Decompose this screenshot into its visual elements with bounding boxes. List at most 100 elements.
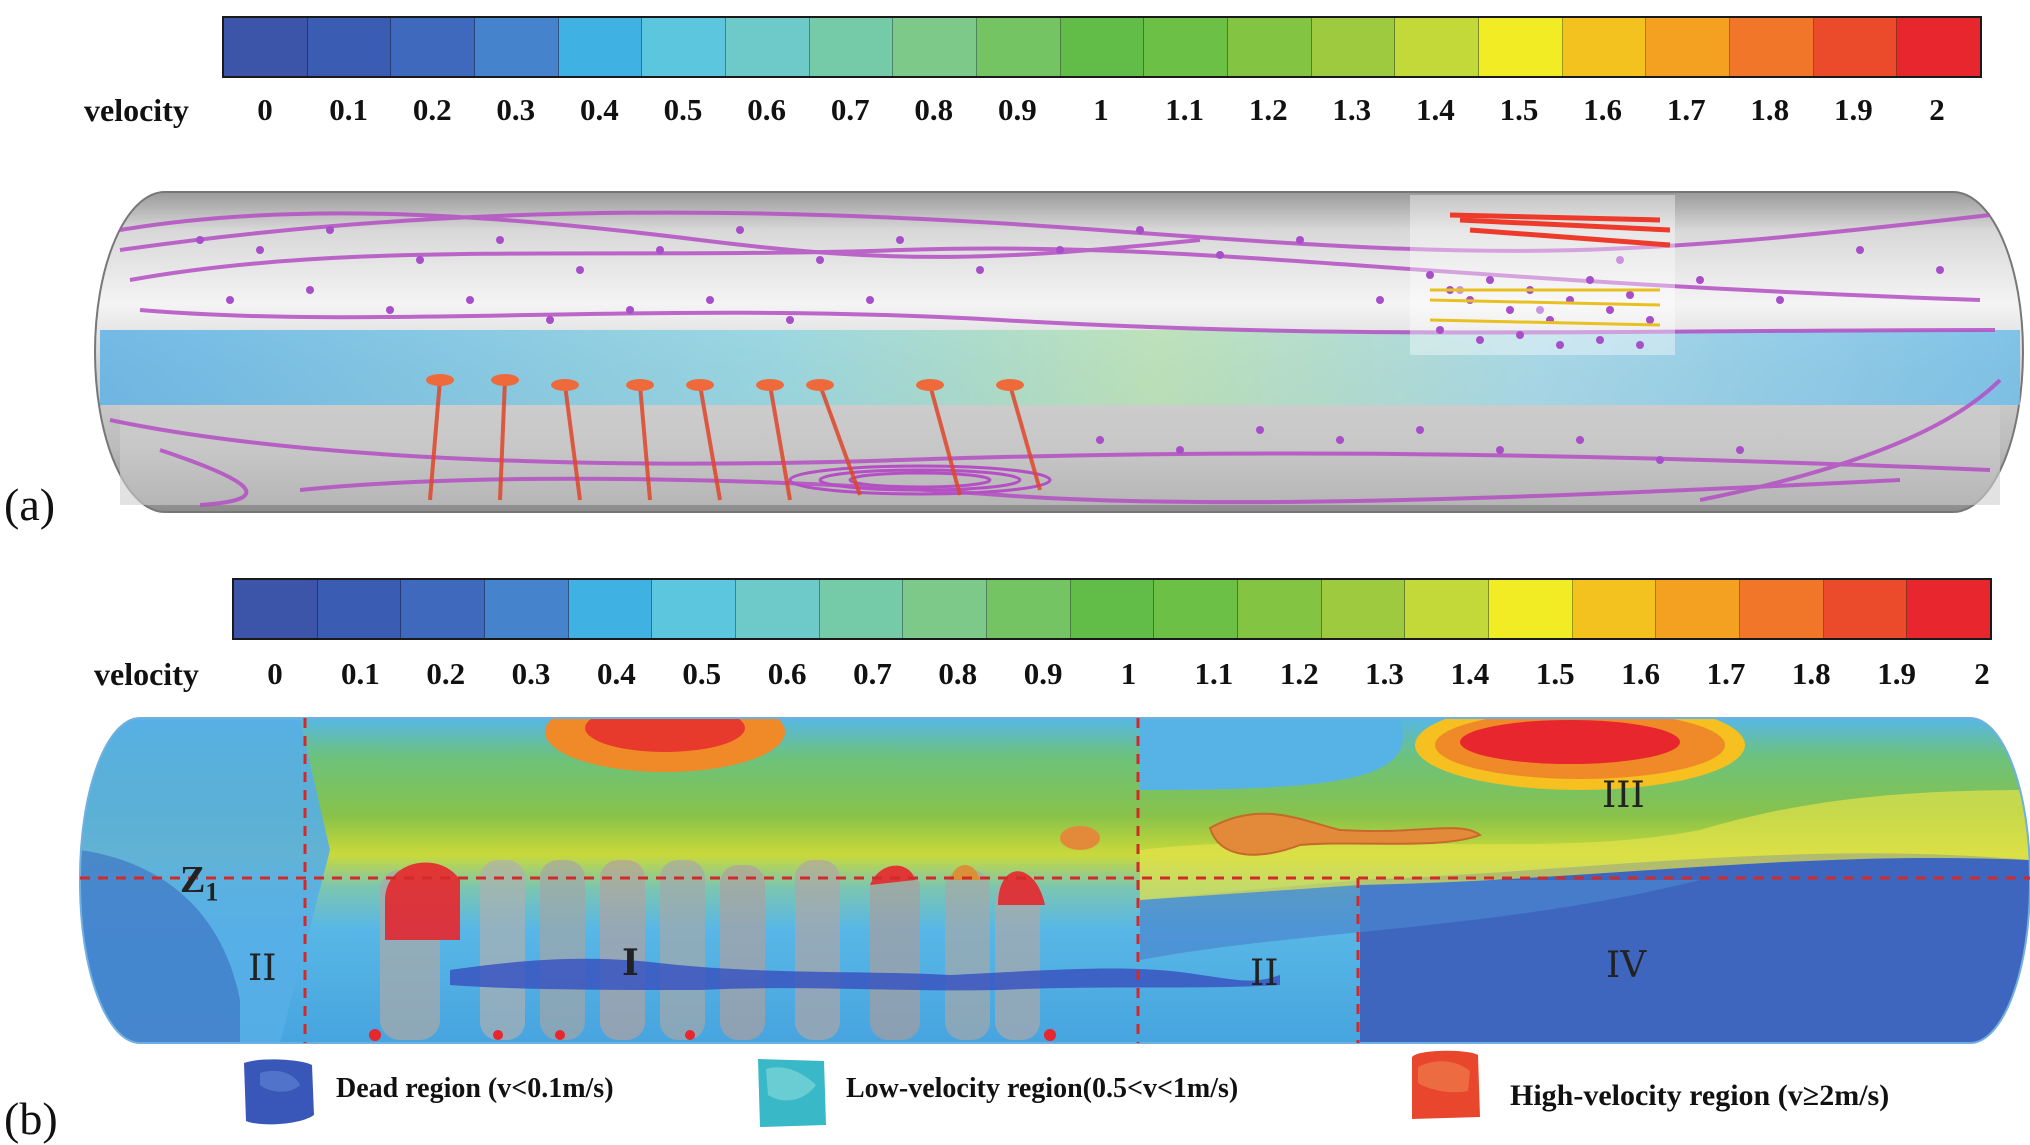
colorbar-segment <box>1070 580 1155 638</box>
colorbar-segment <box>987 580 1071 638</box>
colorbar-tick-label: 1.2 <box>1279 656 1319 691</box>
region-III-label: III <box>1602 775 1645 816</box>
colorbar-tick-label: 0.8 <box>938 656 978 691</box>
colorbar-segment <box>1479 18 1563 76</box>
colorbar-segment <box>317 580 402 638</box>
colorbar-tick-label: 0.3 <box>496 92 536 127</box>
colorbar-segment <box>736 580 820 638</box>
colorbar-tick-label: 0.8 <box>914 92 954 127</box>
colorbar-segment <box>809 18 894 76</box>
colorbar-segment <box>819 580 904 638</box>
colorbar-tick-label: 0.2 <box>412 92 452 127</box>
region-II-right-label: II <box>1250 953 1279 994</box>
colorbar-tick-label: 1.1 <box>1194 656 1234 691</box>
colorbar-tick-label: 2 <box>1974 656 1990 691</box>
region-II-left-label: II <box>248 948 277 989</box>
colorbar-tick-label: 0 <box>257 92 273 127</box>
velocity-colorbar-a <box>222 16 1982 78</box>
colorbar-segment <box>1405 580 1490 638</box>
colorbar-segment <box>1730 18 1814 76</box>
dead-region-swatch <box>244 1059 314 1125</box>
colorbar-tick-label: 0.2 <box>426 656 466 691</box>
colorbar-segment <box>1646 18 1731 76</box>
colorbar-tick-label: 2 <box>1929 92 1945 127</box>
colorbar-tick-label: 0.6 <box>767 656 807 691</box>
colorbar-tick-label: 0.5 <box>663 92 703 127</box>
legend-low-velocity-region: Low-velocity region(0.5<v<1m/s) <box>846 1073 1239 1104</box>
region-I-label: I <box>622 942 639 984</box>
colorbar-segment <box>1395 18 1480 76</box>
colorbar-tick-label: 1.2 <box>1248 92 1288 127</box>
colorbar-tick-label: 0.7 <box>853 656 892 691</box>
colorbar-segment <box>485 580 569 638</box>
colorbar-tick-label: 1.4 <box>1416 92 1455 127</box>
colorbar-segment <box>1907 580 1991 638</box>
colorbar-segment <box>1572 580 1657 638</box>
colorbar-tick-label: 0.3 <box>511 656 551 691</box>
colorbar-ticks-b: 0 0.1 0.2 0.3 0.4 0.5 0.6 0.7 0.8 0.9 1 1.1 1.2 1.3 1.… <box>10 656 2030 696</box>
colorbar-segment <box>234 580 318 638</box>
colorbar-segment <box>977 18 1061 76</box>
colorbar-tick-label: 0 <box>267 656 283 691</box>
colorbar-segment <box>1562 18 1647 76</box>
colorbar-tick-label: 1.1 <box>1165 92 1204 127</box>
colorbar-tick-label: 0.6 <box>747 92 786 127</box>
colorbar-segment <box>224 18 308 76</box>
colorbar-segment <box>1144 18 1229 76</box>
colorbar-tick-label: 1 <box>1120 656 1137 691</box>
colorbar-tick-label: 1.6 <box>1583 92 1622 127</box>
colorbar-tick-label: 1.7 <box>1706 656 1746 691</box>
colorbar-segment <box>642 18 727 76</box>
colorbar-segment <box>401 580 486 638</box>
colorbar-tick-label: 0.5 <box>682 656 722 691</box>
colorbar-segment <box>1740 580 1824 638</box>
colorbar-tick-label: 1.3 <box>1365 656 1404 691</box>
colorbar-tick-label: 0.4 <box>580 92 619 127</box>
colorbar-segment <box>1154 580 1239 638</box>
colorbar-tick-label: 1.8 <box>1791 656 1831 691</box>
colorbar-tick-label: 1.7 <box>1666 92 1706 127</box>
colorbar-ticks-a: 0 0.1 0.2 0.3 0.4 0.5 0.6 0.7 0.8 0.9 1 1.1 1.2 1.3 1.… <box>0 92 2030 132</box>
colorbar-tick-label: 1 <box>1093 92 1109 127</box>
colorbar-tick-label: 1.9 <box>1834 92 1873 127</box>
colorbar-segment <box>1489 580 1573 638</box>
colorbar-tick-label: 0.1 <box>340 656 380 691</box>
colorbar-tick-label: 1.3 <box>1332 92 1372 127</box>
panel-label-b: (b) <box>4 1093 58 1144</box>
colorbar-segment <box>1060 18 1145 76</box>
colorbar-tick-label: 1.5 <box>1499 92 1539 127</box>
colorbar-tick-label: 1.8 <box>1750 92 1790 127</box>
legend-high-velocity-region: High-velocity region (v≥2m/s) <box>1510 1079 1890 1112</box>
colorbar-segment <box>568 580 653 638</box>
colorbar-title-a: velocity <box>84 92 189 128</box>
colorbar-segment <box>1897 18 1981 76</box>
colorbar-segment <box>1823 580 1908 638</box>
high-velocity-swatch <box>1412 1050 1480 1119</box>
colorbar-segment <box>307 18 392 76</box>
colorbar-tick-label: 0.7 <box>830 92 870 127</box>
colorbar-segment <box>1238 580 1322 638</box>
colorbar-segment <box>1321 580 1406 638</box>
colorbar-title-b: velocity <box>94 656 199 692</box>
velocity-colorbar-b <box>232 578 1992 640</box>
colorbar-segment <box>1311 18 1396 76</box>
colorbar-segment <box>726 18 810 76</box>
low-velocity-swatch <box>758 1059 826 1127</box>
panel-label-a: (a) <box>4 479 56 530</box>
colorbar-segment <box>652 580 737 638</box>
colorbar-segment <box>893 18 978 76</box>
colorbar-tick-label: 0.4 <box>597 656 636 691</box>
z1-label: Z1 <box>180 859 219 907</box>
colorbar-segment <box>1228 18 1312 76</box>
region-IV-label: IV <box>1606 945 1647 986</box>
colorbar-tick-label: 1.4 <box>1450 656 1490 691</box>
legend-dead-region: Dead region (v<0.1m/s) <box>336 1073 614 1104</box>
colorbar-segment <box>1656 580 1741 638</box>
colorbar-tick-label: 0.9 <box>998 92 1037 127</box>
colorbar-segment <box>391 18 476 76</box>
colorbar-tick-label: 1.9 <box>1877 656 1917 691</box>
colorbar-tick-label: 0.9 <box>1023 656 1063 691</box>
colorbar-tick-label: 1.5 <box>1535 656 1575 691</box>
